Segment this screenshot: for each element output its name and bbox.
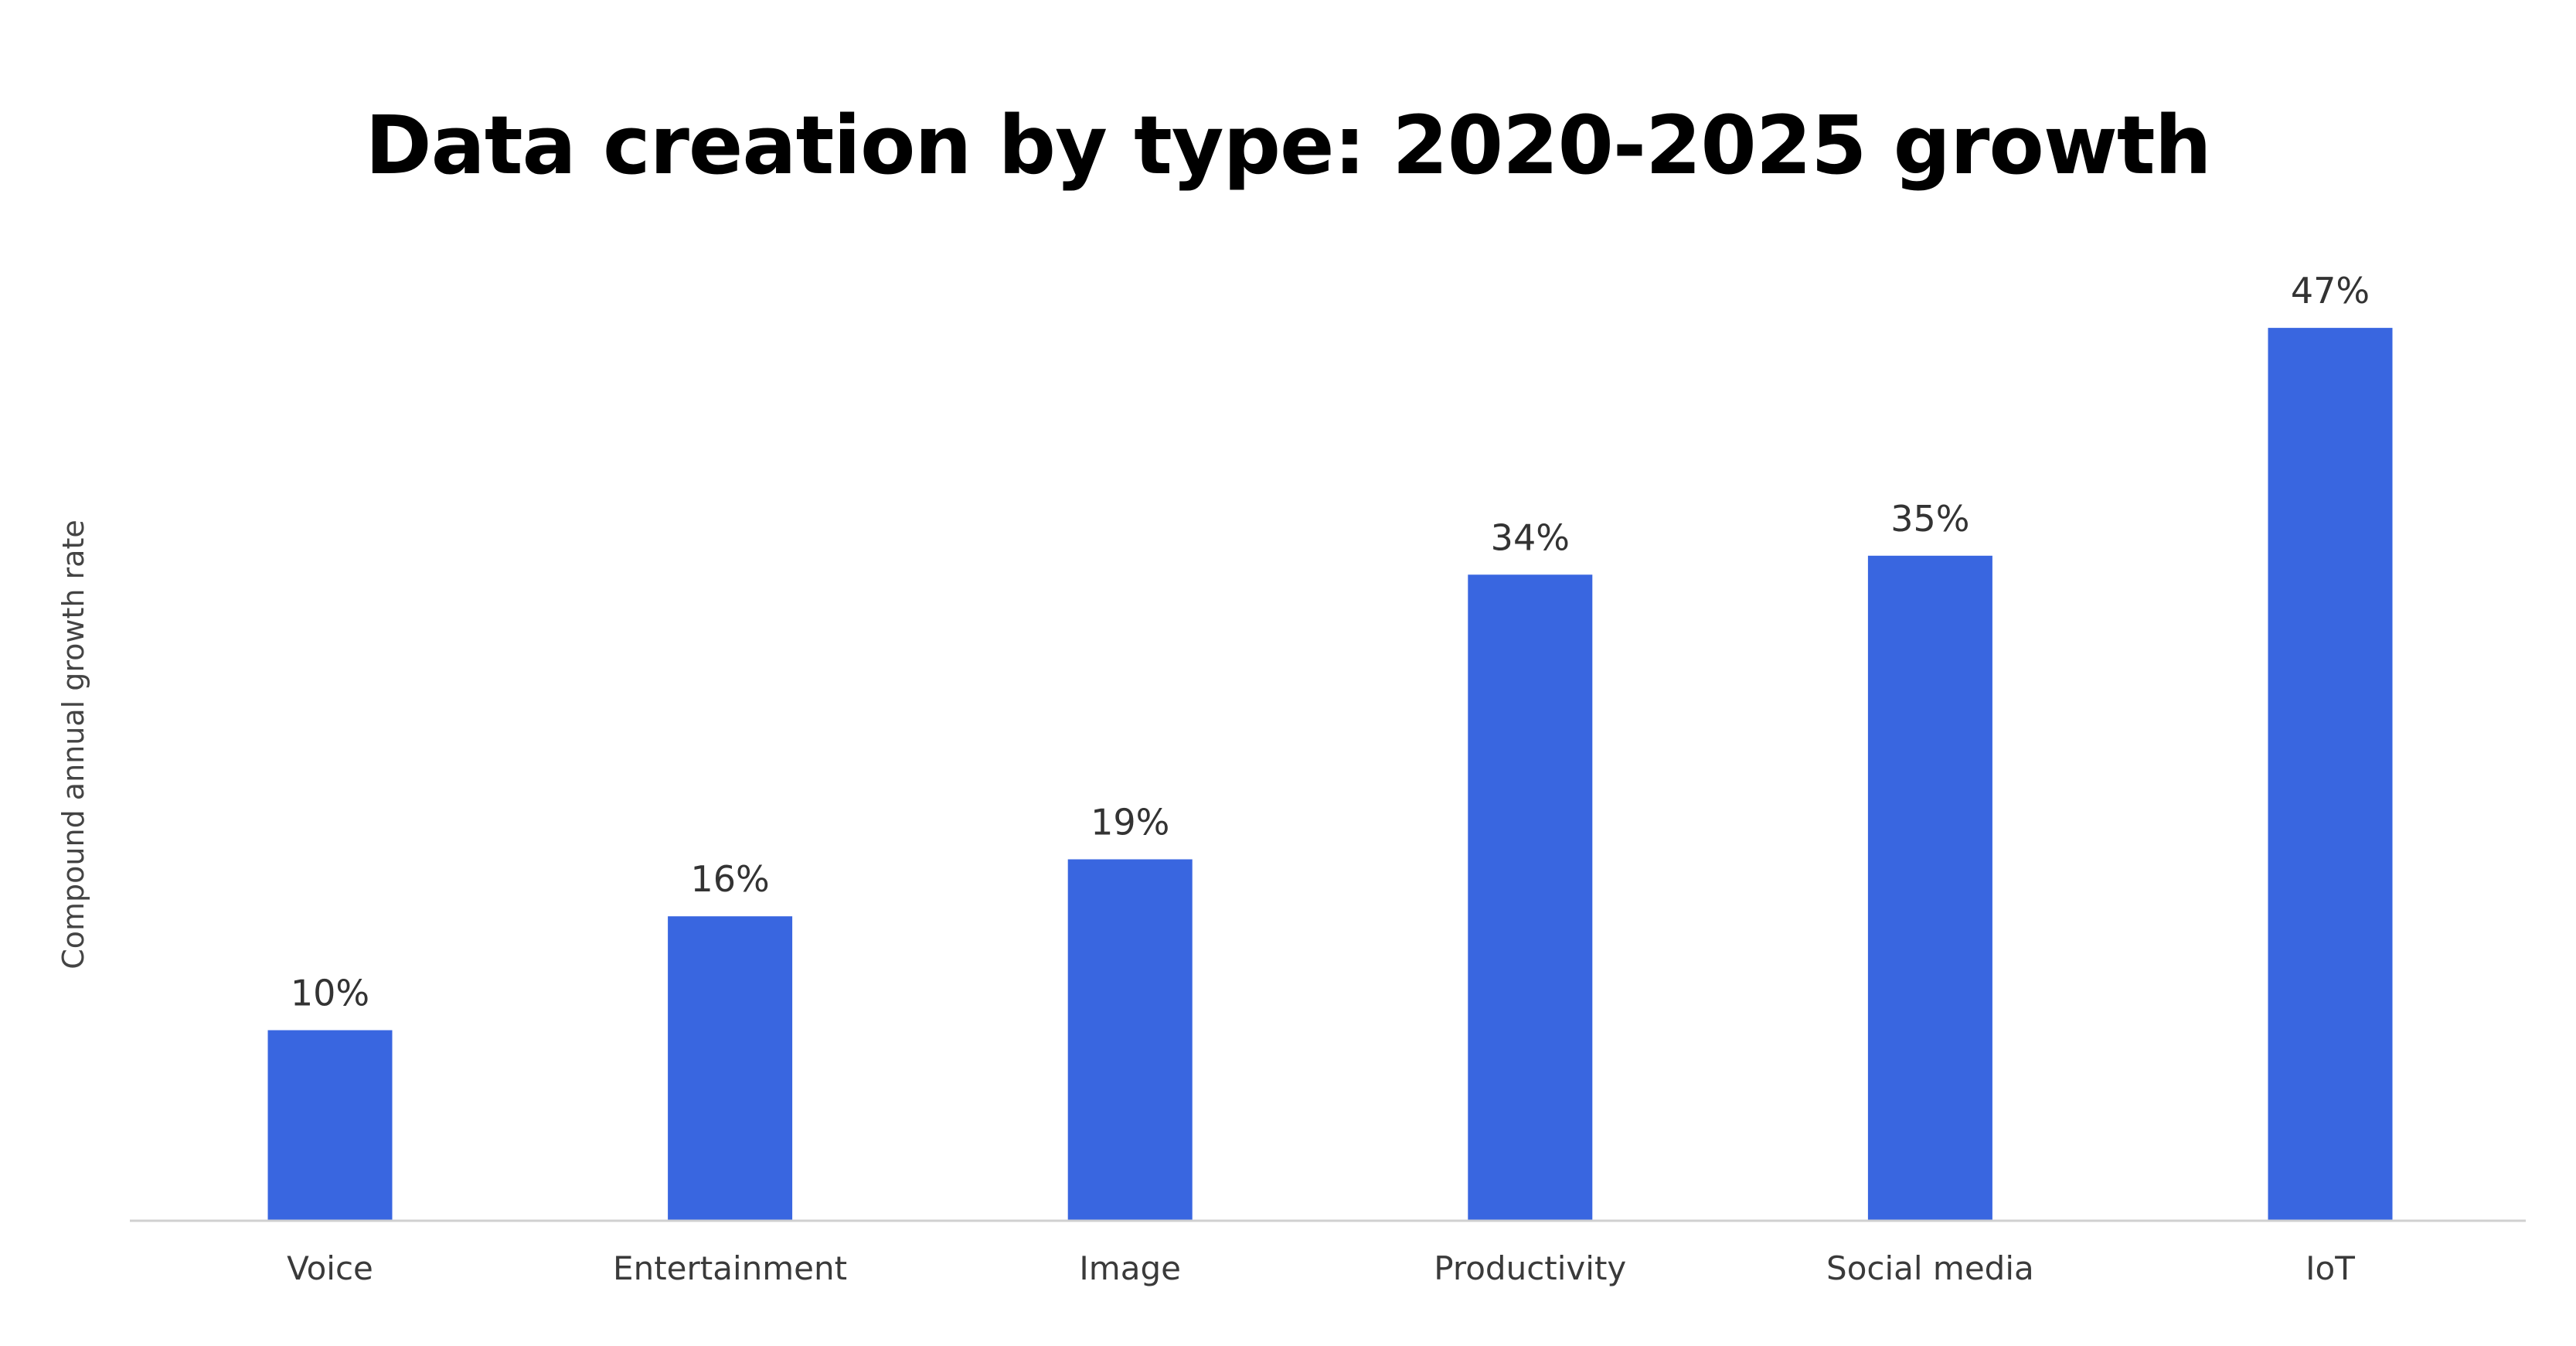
bar-productivity [1468, 574, 1593, 1220]
value-label-voice: 10% [291, 973, 369, 1014]
category-label-entertainment: Entertainment [613, 1249, 847, 1287]
bar-voice [267, 1030, 393, 1220]
category-label-social-media: Social media [1826, 1249, 2034, 1287]
value-label-productivity: 34% [1491, 516, 1570, 558]
bar-iot [2268, 328, 2393, 1221]
value-label-image: 19% [1091, 802, 1169, 843]
y-axis-label: Compound annual growth rate [56, 520, 90, 969]
category-label-iot: IoT [2305, 1249, 2355, 1287]
value-label-social-media: 35% [1890, 498, 1969, 540]
category-labels-group: Voice Entertainment Image Productivity Socia… [287, 1249, 2355, 1287]
bar-social-media [1867, 555, 1992, 1221]
chart-title: Data creation by type: 2020-2025 growth [365, 98, 2211, 193]
category-label-voice: Voice [287, 1249, 373, 1287]
bar-entertainment [668, 916, 793, 1220]
category-label-productivity: Productivity [1434, 1249, 1626, 1287]
bar-image [1067, 859, 1193, 1220]
value-label-iot: 47% [2291, 270, 2370, 312]
value-labels-group: 10% 16% 19% 34% 35% 47% [291, 270, 2370, 1014]
bars-group [267, 328, 2393, 1221]
value-label-entertainment: 16% [690, 858, 769, 900]
category-label-image: Image [1079, 1249, 1181, 1287]
